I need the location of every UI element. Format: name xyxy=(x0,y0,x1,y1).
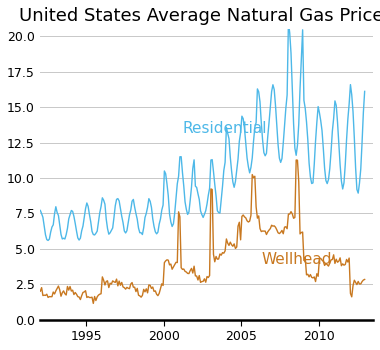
Text: Wellhead: Wellhead xyxy=(261,252,332,267)
Text: Residential: Residential xyxy=(182,121,267,136)
Title: United States Average Natural Gas Prices: United States Average Natural Gas Prices xyxy=(19,7,380,25)
